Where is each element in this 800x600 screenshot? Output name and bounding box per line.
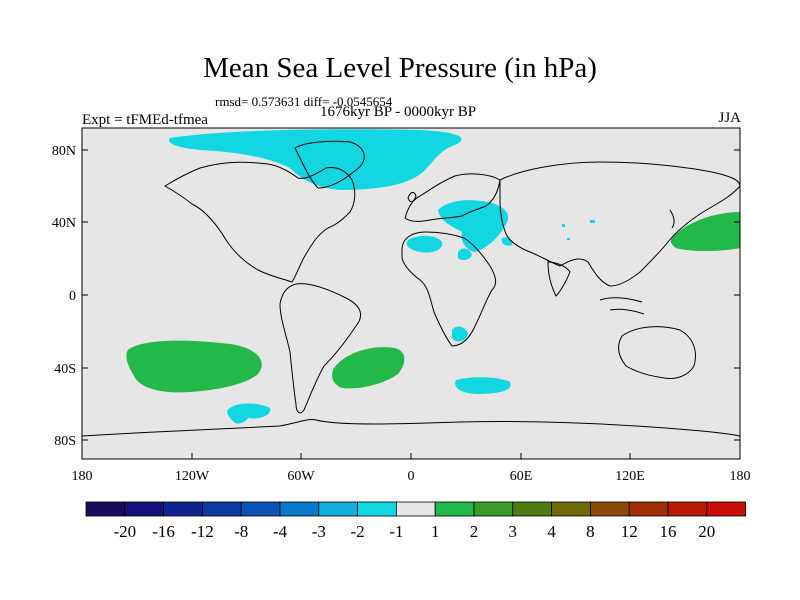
- colorbar-label: -16: [152, 522, 175, 541]
- colorbar-box: [512, 501, 552, 517]
- anomaly-speck-2: [562, 224, 565, 227]
- colorbar-label: -1: [389, 522, 403, 541]
- coast-japan: [669, 209, 675, 229]
- positive-anomaly-regions: [126, 212, 740, 393]
- colorbar-label: 2: [470, 522, 479, 541]
- colorbar-box: [551, 501, 591, 517]
- map-title: Mean Sea Level Pressure (in hPa): [203, 52, 597, 84]
- period-label: 1676kyr BP - 0000kyr BP: [320, 104, 477, 120]
- anomaly-north-pacific: [670, 212, 740, 251]
- coast-indonesia: [599, 297, 645, 315]
- coast-india: [547, 261, 571, 297]
- colorbar-box: [357, 501, 397, 517]
- colorbar-label: -12: [191, 522, 214, 541]
- anomaly-arabia: [458, 248, 472, 261]
- colorbar: [85, 501, 746, 517]
- coast-south-america: [279, 283, 362, 414]
- colorbar-box: [85, 501, 126, 517]
- coastlines: [81, 140, 741, 437]
- statistics-text: rmsd= 0.573631 diff= -0.0545654: [215, 94, 393, 109]
- lon-label-60e: 60E: [510, 469, 533, 484]
- coast-asia: [499, 161, 741, 287]
- negative-anomaly-regions: [169, 129, 595, 424]
- colorbar-label: -4: [273, 522, 288, 541]
- anomaly-south-atlantic: [332, 347, 405, 389]
- experiment-label: Expt = tFMEd-tfmea: [82, 112, 208, 128]
- colorbar-label: 1: [431, 522, 440, 541]
- colorbar-label: -8: [234, 522, 248, 541]
- colorbar-label: -3: [312, 522, 326, 541]
- axis-ticks: [81, 149, 741, 459]
- colorbar-box: [279, 501, 320, 517]
- anomaly-europe: [438, 200, 509, 252]
- colorbar-box: [240, 501, 281, 517]
- lon-label-180w: 180: [72, 469, 93, 484]
- colorbar-label: 3: [509, 522, 518, 541]
- map-panel: [82, 128, 740, 459]
- lat-label-80s: 80S: [54, 434, 76, 449]
- anomaly-greenland: [169, 129, 462, 190]
- coast-antarctica: [81, 419, 741, 437]
- lat-label-40s: 40S: [54, 362, 76, 377]
- colorbar-box: [318, 501, 358, 517]
- lat-label-40n: 40N: [52, 216, 76, 231]
- colorbar-box: [124, 501, 165, 517]
- lon-label-120w: 120W: [175, 469, 210, 484]
- anomaly-southeast-pacific: [227, 403, 271, 424]
- colorbar-box: [434, 501, 475, 517]
- lat-label-80n: 80N: [52, 144, 76, 159]
- coast-greenland: [294, 140, 365, 189]
- lon-label-180e: 180: [730, 469, 751, 484]
- colorbar-box: [706, 501, 746, 517]
- anomaly-madagascar: [452, 326, 468, 342]
- coast-australia: [618, 326, 696, 379]
- season-label: JJA: [718, 110, 741, 126]
- colorbar-box: [395, 501, 436, 517]
- lat-label-0: 0: [69, 289, 76, 304]
- anomaly-south-pacific: [126, 340, 262, 393]
- anomaly-north-africa: [406, 235, 443, 253]
- coast-north-america: [164, 161, 356, 283]
- colorbar-box: [201, 501, 242, 517]
- colorbar-label: 20: [698, 522, 715, 541]
- lon-label-120e: 120E: [615, 469, 645, 484]
- lon-label-0: 0: [408, 469, 415, 484]
- anomaly-speck-1: [590, 220, 595, 223]
- colorbar-box: [628, 501, 669, 517]
- colorbar-labels: -20 -16 -12 -8 -4 -3 -2 -1 1 2 3 4 8 12 16 20: [113, 522, 715, 541]
- colorbar-label: 8: [586, 522, 595, 541]
- colorbar-box: [473, 501, 514, 517]
- colorbar-label: 16: [660, 522, 677, 541]
- colorbar-box: [163, 501, 203, 517]
- coast-africa: [401, 231, 497, 347]
- coast-uk: [407, 191, 417, 203]
- anomaly-speck-3: [567, 238, 570, 240]
- coast-europe: [404, 173, 501, 222]
- anomaly-south-indian: [455, 377, 511, 394]
- lon-label-60w: 60W: [287, 469, 315, 484]
- colorbar-label: -2: [351, 522, 365, 541]
- colorbar-label: -20: [113, 522, 136, 541]
- colorbar-box: [667, 501, 708, 517]
- colorbar-box: [590, 501, 630, 517]
- colorbar-label: 4: [547, 522, 556, 541]
- colorbar-label: 12: [621, 522, 638, 541]
